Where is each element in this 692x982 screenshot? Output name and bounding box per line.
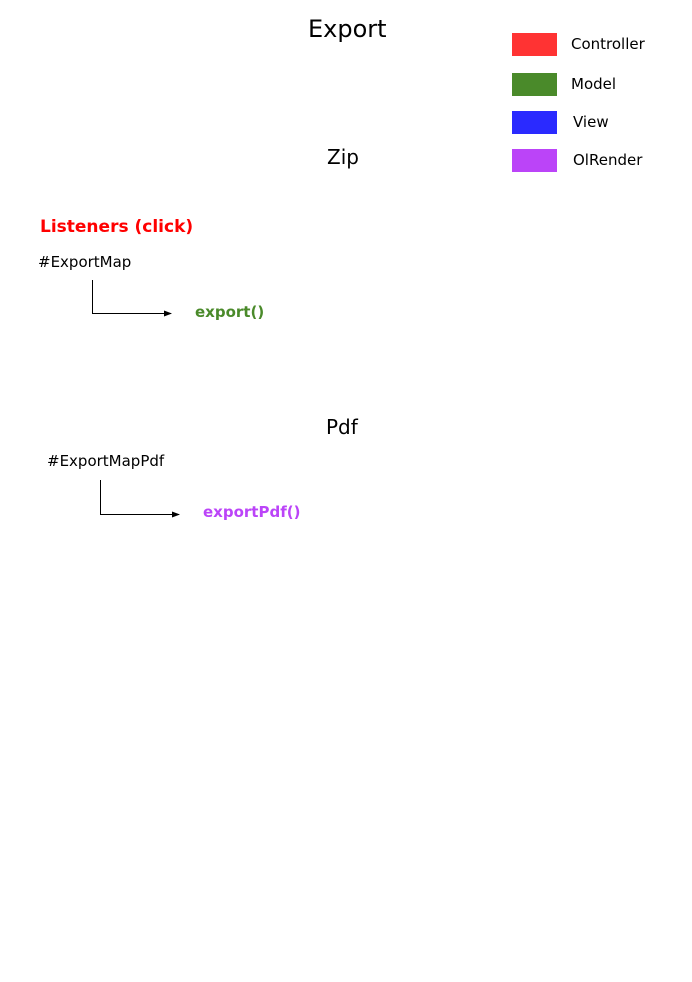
export-pdf-function: exportPdf() bbox=[203, 503, 301, 521]
export-map-pdf-element: #ExportMapPdf bbox=[47, 452, 165, 470]
pdf-heading: Pdf bbox=[326, 415, 358, 439]
page-title: Export bbox=[308, 15, 387, 43]
legend-swatch-controller bbox=[512, 33, 557, 56]
export-map-pdf-arrow bbox=[100, 480, 180, 518]
export-function: export() bbox=[195, 303, 265, 321]
legend-label-controller: Controller bbox=[571, 35, 645, 53]
legend-label-model: Model bbox=[571, 75, 617, 93]
legend-swatch-olrender bbox=[512, 149, 557, 172]
legend-swatch-view bbox=[512, 111, 557, 134]
legend-label-olrender: OlRender bbox=[573, 151, 643, 169]
legend-swatch-model bbox=[512, 73, 557, 96]
export-map-element: #ExportMap bbox=[38, 253, 132, 271]
export-map-arrow bbox=[92, 280, 172, 317]
listeners-label: Listeners (click) bbox=[40, 217, 194, 237]
legend-label-view: View bbox=[573, 113, 609, 131]
zip-heading: Zip bbox=[327, 145, 359, 169]
